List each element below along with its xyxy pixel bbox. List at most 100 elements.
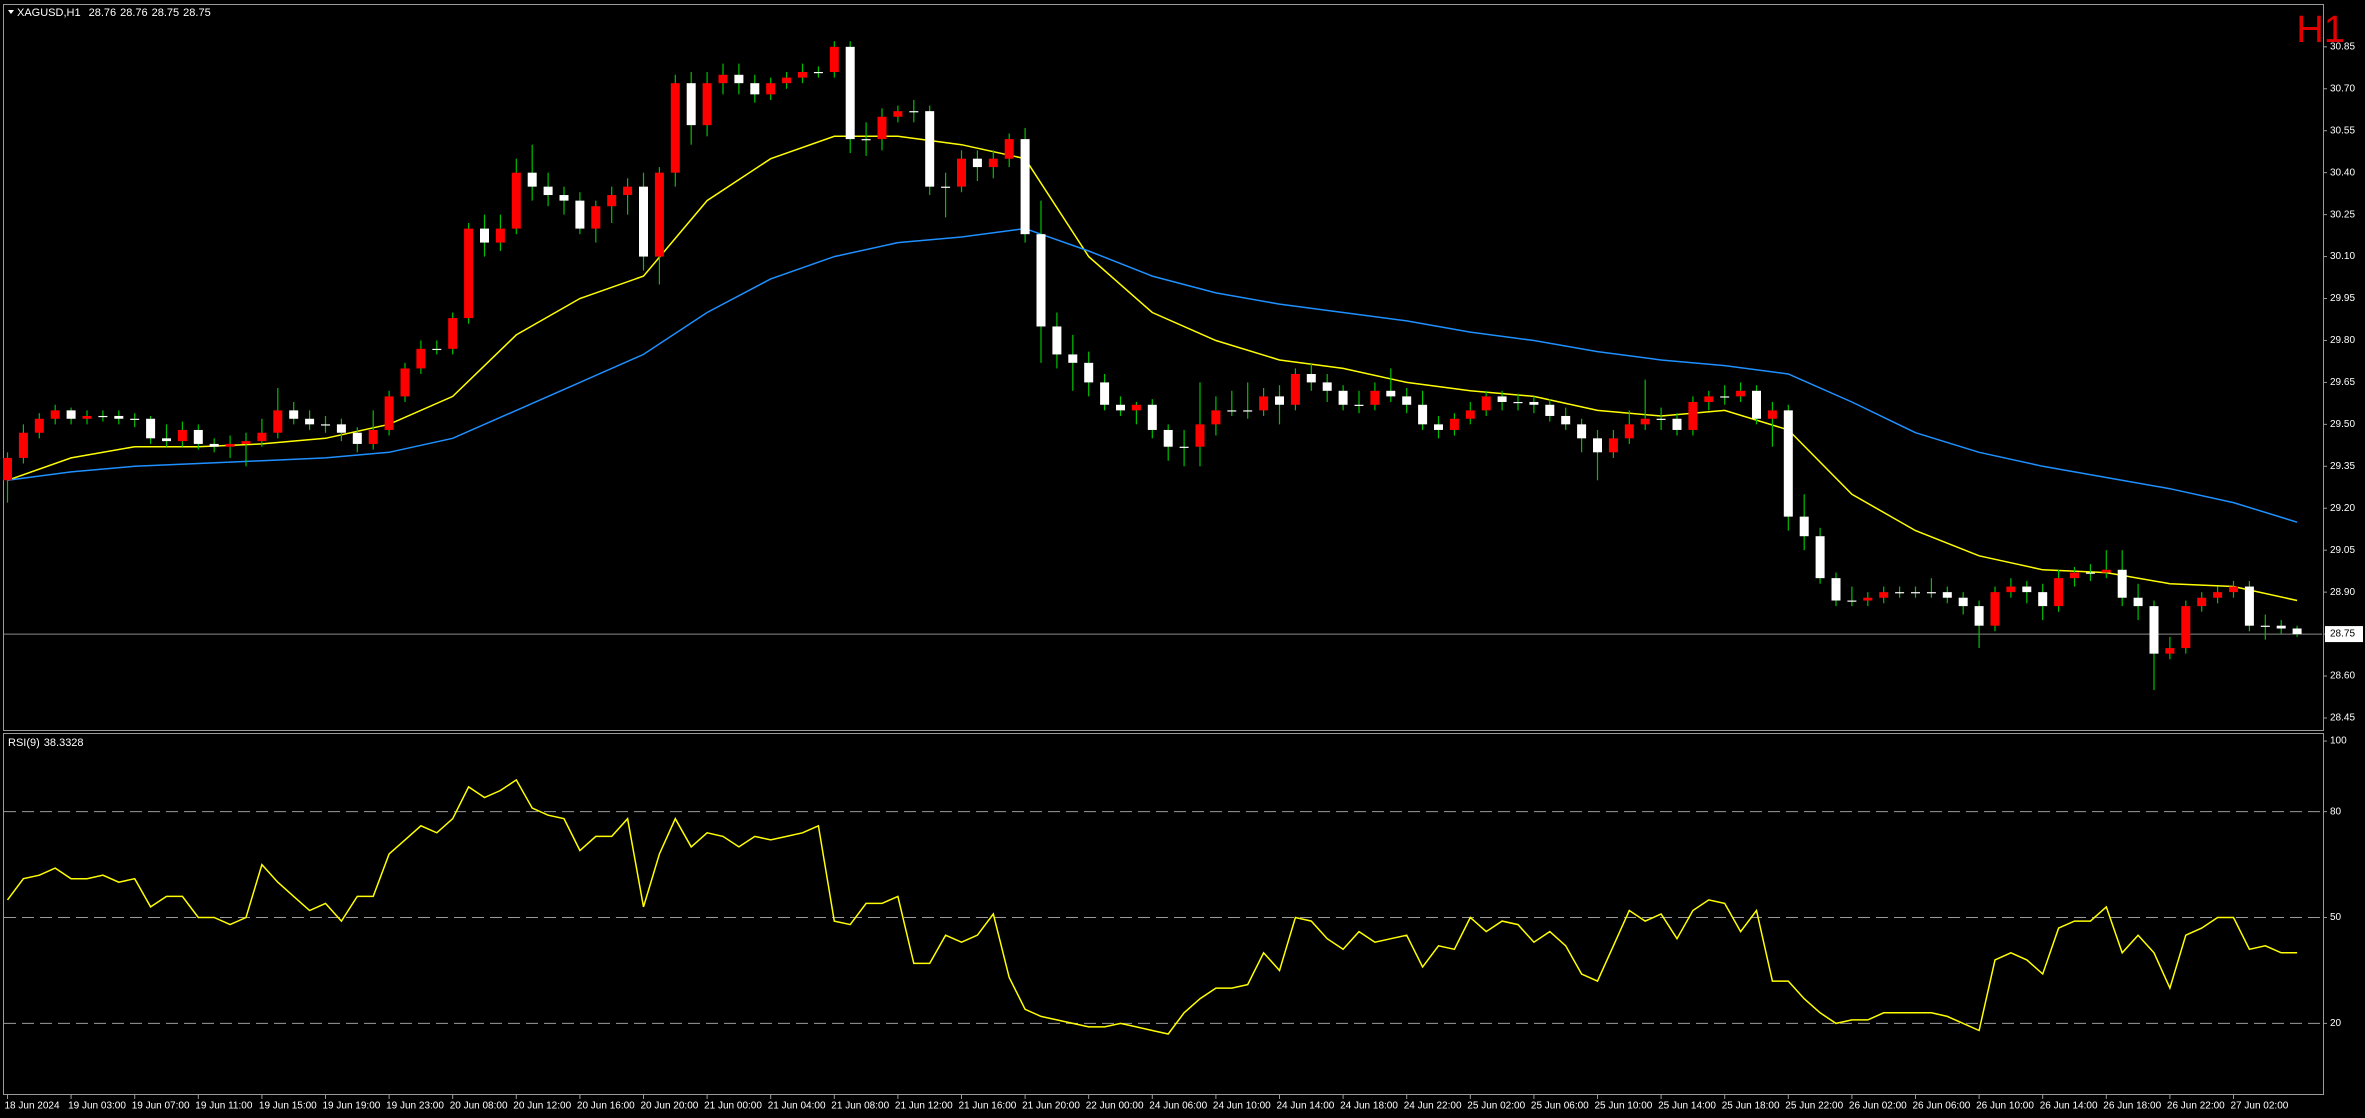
candle-body: [1004, 139, 1014, 159]
candle-body: [1942, 592, 1952, 598]
y-tick-label: 28.90: [2330, 587, 2355, 598]
symbol: XAGUSD,H1: [17, 7, 81, 19]
candle-body: [988, 158, 998, 168]
candle-body: [734, 74, 744, 84]
candle-body: [845, 46, 855, 140]
menu-icon[interactable]: [8, 10, 14, 14]
candle-body: [1052, 326, 1062, 355]
candle-body: [909, 111, 919, 113]
candle-body: [623, 186, 633, 196]
header-value: 28.76: [89, 7, 117, 19]
candle-body: [861, 139, 871, 141]
last-price-label: 28.75: [2330, 629, 2355, 640]
candle-body: [750, 83, 760, 95]
candle-body: [1100, 382, 1110, 405]
x-tick-label: 24 Jun 22:00: [1404, 1101, 1462, 1112]
x-tick-label: 26 Jun 18:00: [2103, 1101, 2161, 1112]
x-tick-label: 24 Jun 18:00: [1340, 1101, 1398, 1112]
candle-body: [2149, 606, 2159, 654]
candle-body: [1275, 396, 1284, 405]
rsi-panel-frame: [3, 733, 2324, 1095]
candle-body: [2197, 597, 2207, 607]
candle-body: [702, 83, 712, 126]
candle-body: [1815, 536, 1825, 579]
x-tick-label: 25 Jun 18:00: [1722, 1101, 1780, 1112]
candle-body: [2022, 586, 2032, 593]
y-tick-label: 29.80: [2330, 335, 2355, 346]
candle-body: [368, 429, 378, 444]
x-tick-label: 19 Jun 19:00: [323, 1101, 381, 1112]
y-tick-label: 29.50: [2330, 419, 2355, 430]
candle-body: [1036, 234, 1046, 327]
candle-body: [1720, 396, 1730, 398]
rsi-header: RSI(9) 38.3328: [8, 737, 84, 749]
x-tick-label: 19 Jun 23:00: [386, 1101, 444, 1112]
candle-body: [480, 228, 489, 243]
candle-body: [670, 83, 680, 173]
x-tick-label: 21 Jun 08:00: [831, 1101, 889, 1112]
x-tick-label: 24 Jun 14:00: [1277, 1101, 1335, 1112]
x-tick-label: 20 Jun 16:00: [577, 1101, 635, 1112]
candle-body: [2006, 586, 2016, 593]
x-tick-label: 20 Jun 08:00: [450, 1101, 508, 1112]
x-tick-label: 26 Jun 14:00: [2040, 1101, 2098, 1112]
x-tick-label: 21 Jun 04:00: [768, 1101, 826, 1112]
candle-body: [1243, 410, 1253, 412]
x-tick-label: 21 Jun 16:00: [959, 1101, 1017, 1112]
candle-body: [877, 116, 887, 140]
header-value: 28.75: [152, 7, 180, 19]
candle-body: [1593, 438, 1602, 453]
y-tick-label: 29.95: [2330, 293, 2355, 304]
candle-body: [416, 348, 426, 369]
candle-body: [575, 200, 585, 229]
x-tick-label: 25 Jun 14:00: [1658, 1101, 1716, 1112]
chart-header: XAGUSD,H1 28.76 28.76 28.75 28.75: [17, 7, 211, 19]
candle-body: [162, 438, 171, 442]
candle-body: [1386, 390, 1396, 397]
candle-body: [50, 410, 60, 419]
candle-body: [1513, 401, 1523, 404]
candle-body: [1179, 446, 1189, 448]
header-value: 28.76: [120, 7, 148, 19]
candle-body: [1131, 404, 1141, 411]
candle-body: [18, 432, 28, 458]
candle-body: [130, 418, 140, 420]
y-tick-label: 30.25: [2330, 209, 2355, 220]
candle-body: [1990, 592, 2000, 626]
y-tick-label: 29.20: [2330, 503, 2355, 514]
timeframe-label: H1: [2296, 9, 2345, 51]
candle-body: [1974, 606, 1984, 626]
candle-body: [2085, 572, 2095, 574]
candle-body: [352, 432, 362, 444]
x-tick-label: 21 Jun 20:00: [1022, 1101, 1080, 1112]
x-tick-label: 22 Jun 00:00: [1086, 1101, 1144, 1112]
candle-body: [1767, 410, 1777, 419]
candle-body: [718, 74, 728, 84]
candle-body: [1926, 592, 1936, 594]
candle-body: [1656, 418, 1666, 420]
candle-body: [591, 206, 601, 229]
candle-body: [1958, 597, 1968, 607]
candle-body: [1418, 404, 1428, 425]
candle-body: [2276, 625, 2286, 629]
candle-body: [813, 71, 823, 74]
candle-body: [543, 186, 553, 196]
x-tick-label: 20 Jun 20:00: [641, 1101, 699, 1112]
candle-body: [2117, 569, 2127, 598]
x-tick-label: 25 Jun 02:00: [1467, 1101, 1525, 1112]
x-tick-label: 19 Jun 03:00: [68, 1101, 126, 1112]
candle-body: [273, 410, 283, 433]
candle-body: [114, 415, 124, 419]
candle-body: [1290, 374, 1300, 405]
candle-body: [2070, 572, 2079, 579]
main-panel-frame: [3, 4, 2324, 731]
y-tick-label: 28.45: [2330, 713, 2355, 724]
candle-body: [1895, 592, 1905, 594]
candle-body: [957, 158, 966, 187]
candle-body: [146, 418, 156, 439]
candle-body: [66, 410, 76, 419]
candle-body: [1211, 410, 1221, 425]
x-tick-label: 20 Jun 12:00: [513, 1101, 571, 1112]
candle-body: [1799, 516, 1809, 537]
